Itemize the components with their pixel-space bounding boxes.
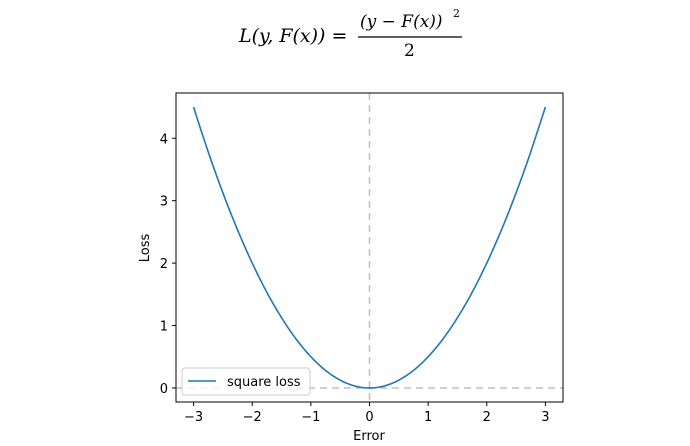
y-tick-label: 2 xyxy=(160,257,168,272)
series-square-loss-line xyxy=(192,106,547,389)
y-tick-label: 3 xyxy=(160,195,168,210)
y-tick-label: 4 xyxy=(160,132,168,147)
x-tick-label: −2 xyxy=(243,410,262,425)
x-tick-label: 1 xyxy=(424,410,432,425)
x-tick-label: 0 xyxy=(365,410,373,425)
legend-box xyxy=(181,367,311,396)
title-lhs: L(y, F(x)) = xyxy=(238,25,347,47)
plot-frame xyxy=(175,92,564,403)
legend: square loss xyxy=(181,367,311,396)
y-tick-label: 1 xyxy=(160,320,168,335)
x-axis-label: Error xyxy=(353,429,385,444)
title-denominator: 2 xyxy=(404,41,415,61)
chart-title-formula: L(y, F(x)) = (y − F(x)) 2 2 xyxy=(238,7,462,61)
legend-label-square-loss: square loss xyxy=(227,375,301,390)
x-tick-label: −1 xyxy=(301,410,320,425)
y-axis-ticks: 0 1 2 3 4 xyxy=(160,132,176,397)
x-tick-label: −3 xyxy=(184,410,203,425)
x-axis-ticks: −3 −2 −1 0 1 2 3 xyxy=(184,402,550,425)
title-numerator: (y − F(x)) xyxy=(360,12,443,32)
x-tick-label: 3 xyxy=(541,410,549,425)
title-exponent: 2 xyxy=(453,7,460,20)
y-tick-label: 0 xyxy=(160,382,168,397)
y-axis-label: Loss xyxy=(138,234,153,263)
x-tick-label: 2 xyxy=(483,410,491,425)
